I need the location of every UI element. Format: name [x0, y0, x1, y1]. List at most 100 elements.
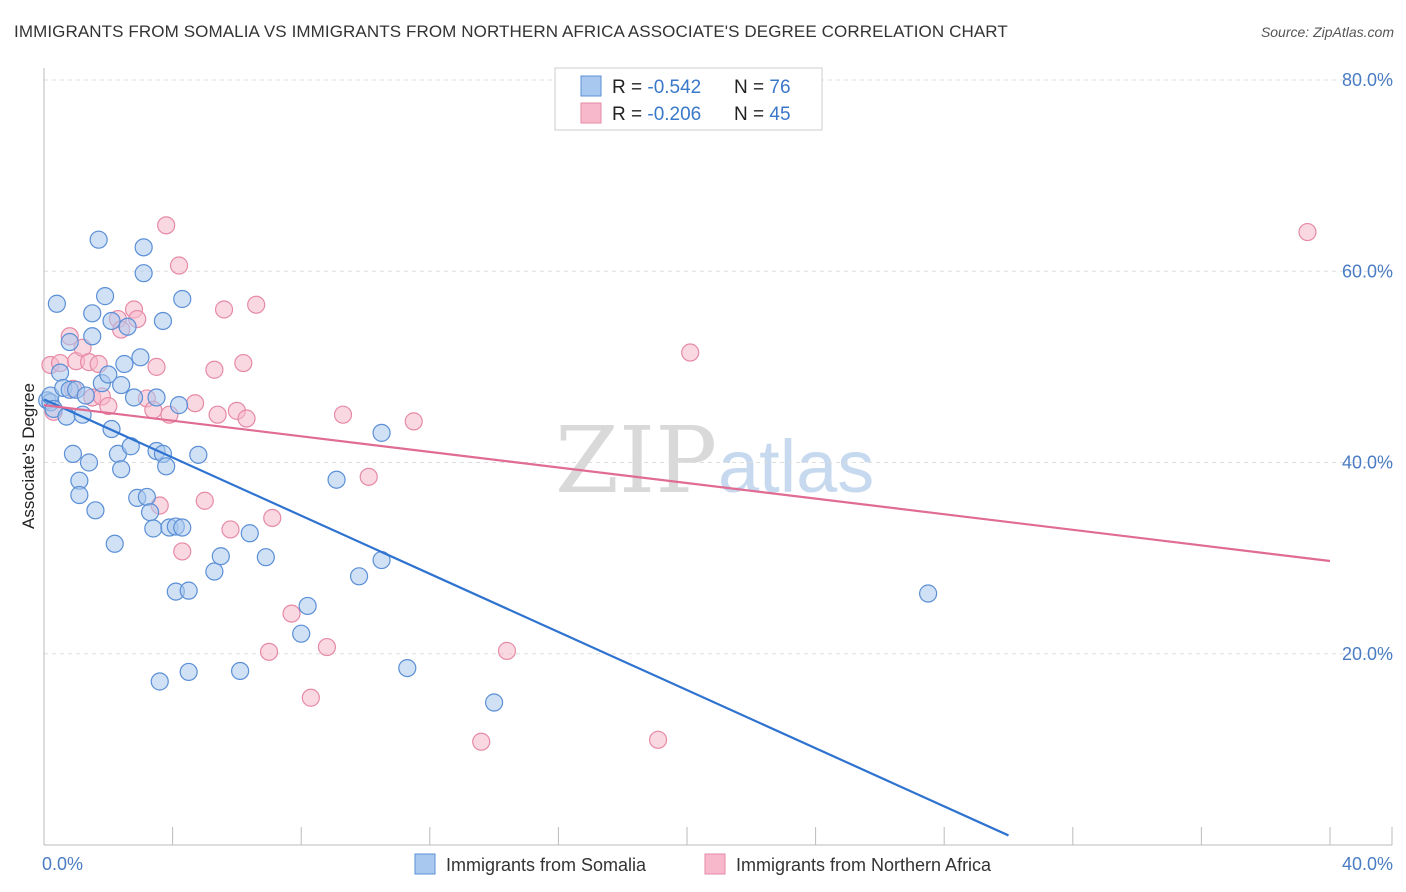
point-somalia [150, 672, 169, 691]
bottom-legend-swatch-nafrica [704, 853, 726, 875]
point-nafrica [404, 412, 423, 431]
legend-swatch-somalia [580, 75, 602, 97]
point-somalia [70, 485, 89, 505]
point-somalia [99, 365, 118, 384]
legend-n-value-1: 76 [769, 77, 790, 98]
point-nafrica [173, 542, 192, 561]
point-somalia [157, 457, 176, 476]
bottom-legend-label-somalia: Immigrants from Somalia [446, 855, 647, 875]
x-tick-label: 0.0% [42, 854, 83, 874]
legend-r-value-1: -0.542 [647, 77, 701, 98]
data-points [38, 216, 1317, 751]
point-nafrica [497, 641, 517, 660]
point-somalia [134, 238, 153, 257]
point-somalia [131, 348, 150, 367]
point-somalia [179, 581, 198, 600]
bottom-legend: Immigrants from Somalia Immigrants from … [414, 853, 992, 875]
point-somalia [211, 547, 230, 566]
point-somalia [60, 332, 79, 352]
point-somalia [86, 501, 105, 520]
point-somalia [398, 658, 417, 678]
point-somalia [105, 534, 124, 553]
point-nafrica [1298, 222, 1317, 242]
y-tick-label: 80.0% [1342, 70, 1393, 90]
axes [43, 68, 1393, 846]
point-somalia [231, 661, 250, 681]
point-somalia [112, 375, 131, 395]
legend-r-value-2: -0.206 [647, 104, 701, 125]
y-tick-label: 60.0% [1342, 261, 1393, 281]
point-somalia [327, 470, 346, 489]
point-nafrica [301, 688, 320, 707]
point-nafrica [157, 216, 176, 235]
point-somalia [205, 562, 224, 581]
point-somalia [89, 230, 108, 249]
point-somalia [256, 548, 275, 567]
point-somalia [140, 503, 160, 522]
point-somalia [83, 327, 102, 346]
point-nafrica [208, 405, 227, 424]
point-nafrica [472, 732, 491, 751]
svg-text:R = -0.206: R = -0.206 [612, 104, 701, 125]
point-somalia [173, 289, 192, 309]
point-somalia [63, 444, 83, 463]
point-somalia [95, 287, 115, 306]
point-nafrica [234, 353, 253, 373]
point-nafrica [263, 508, 282, 528]
point-nafrica [282, 604, 301, 623]
point-nafrica [359, 467, 378, 486]
bottom-legend-label-nafrica: Immigrants from Northern Africa [736, 855, 992, 875]
point-somalia [147, 388, 166, 407]
point-nafrica [221, 520, 240, 539]
point-nafrica [147, 357, 166, 376]
legend-r-label-2: R = [612, 104, 647, 125]
legend-box: R = -0.542 N = 76 R = -0.206 N = 45 [554, 67, 823, 131]
watermark-zip: ZIP [555, 407, 717, 514]
point-somalia [298, 596, 317, 616]
x-tick-label: 40.0% [1342, 854, 1393, 874]
source-credit: Source: ZipAtlas.com [1260, 24, 1394, 40]
point-somalia [919, 584, 938, 603]
y-axis-label: Associate's Degree [19, 383, 38, 529]
point-somalia [115, 354, 134, 374]
point-nafrica [214, 300, 234, 319]
point-nafrica [648, 730, 668, 749]
point-somalia [240, 524, 259, 543]
point-nafrica [169, 256, 189, 275]
point-nafrica [195, 491, 214, 510]
point-nafrica [317, 637, 337, 657]
point-somalia [349, 567, 369, 586]
point-nafrica [247, 295, 266, 314]
point-nafrica [333, 405, 353, 424]
svg-text:N = 76: N = 76 [734, 77, 791, 98]
bottom-legend-swatch-somalia [414, 853, 436, 875]
point-somalia [153, 311, 173, 331]
tick-labels: 20.0% 40.0% 60.0% 80.0% 0.0% 40.0% [42, 70, 1393, 874]
point-somalia [173, 518, 192, 537]
y-tick-label: 20.0% [1342, 644, 1393, 664]
watermark-atlas: atlas [718, 425, 874, 508]
legend-n-label-2: N = [734, 104, 769, 125]
legend-r-label-1: R = [612, 77, 647, 98]
point-somalia [292, 624, 311, 643]
point-somalia [372, 423, 391, 442]
point-somalia [83, 304, 102, 323]
chart-title: IMMIGRANTS FROM SOMALIA VS IMMIGRANTS FR… [14, 22, 1008, 41]
point-somalia [47, 294, 66, 313]
point-nafrica [205, 360, 224, 379]
point-somalia [102, 311, 121, 331]
legend-n-label-1: N = [734, 77, 769, 98]
point-somalia [76, 386, 95, 405]
point-somalia [137, 487, 156, 507]
point-somalia [169, 396, 189, 415]
legend-swatch-nafrica [580, 102, 602, 124]
trend-line-nafrica [43, 404, 1331, 563]
point-nafrica [186, 394, 205, 413]
point-somalia [144, 519, 163, 538]
trend-lines [43, 398, 1331, 837]
point-nafrica [99, 396, 118, 416]
point-somalia [118, 317, 137, 336]
point-nafrica [681, 343, 700, 362]
legend-n-value-2: 45 [769, 104, 790, 125]
